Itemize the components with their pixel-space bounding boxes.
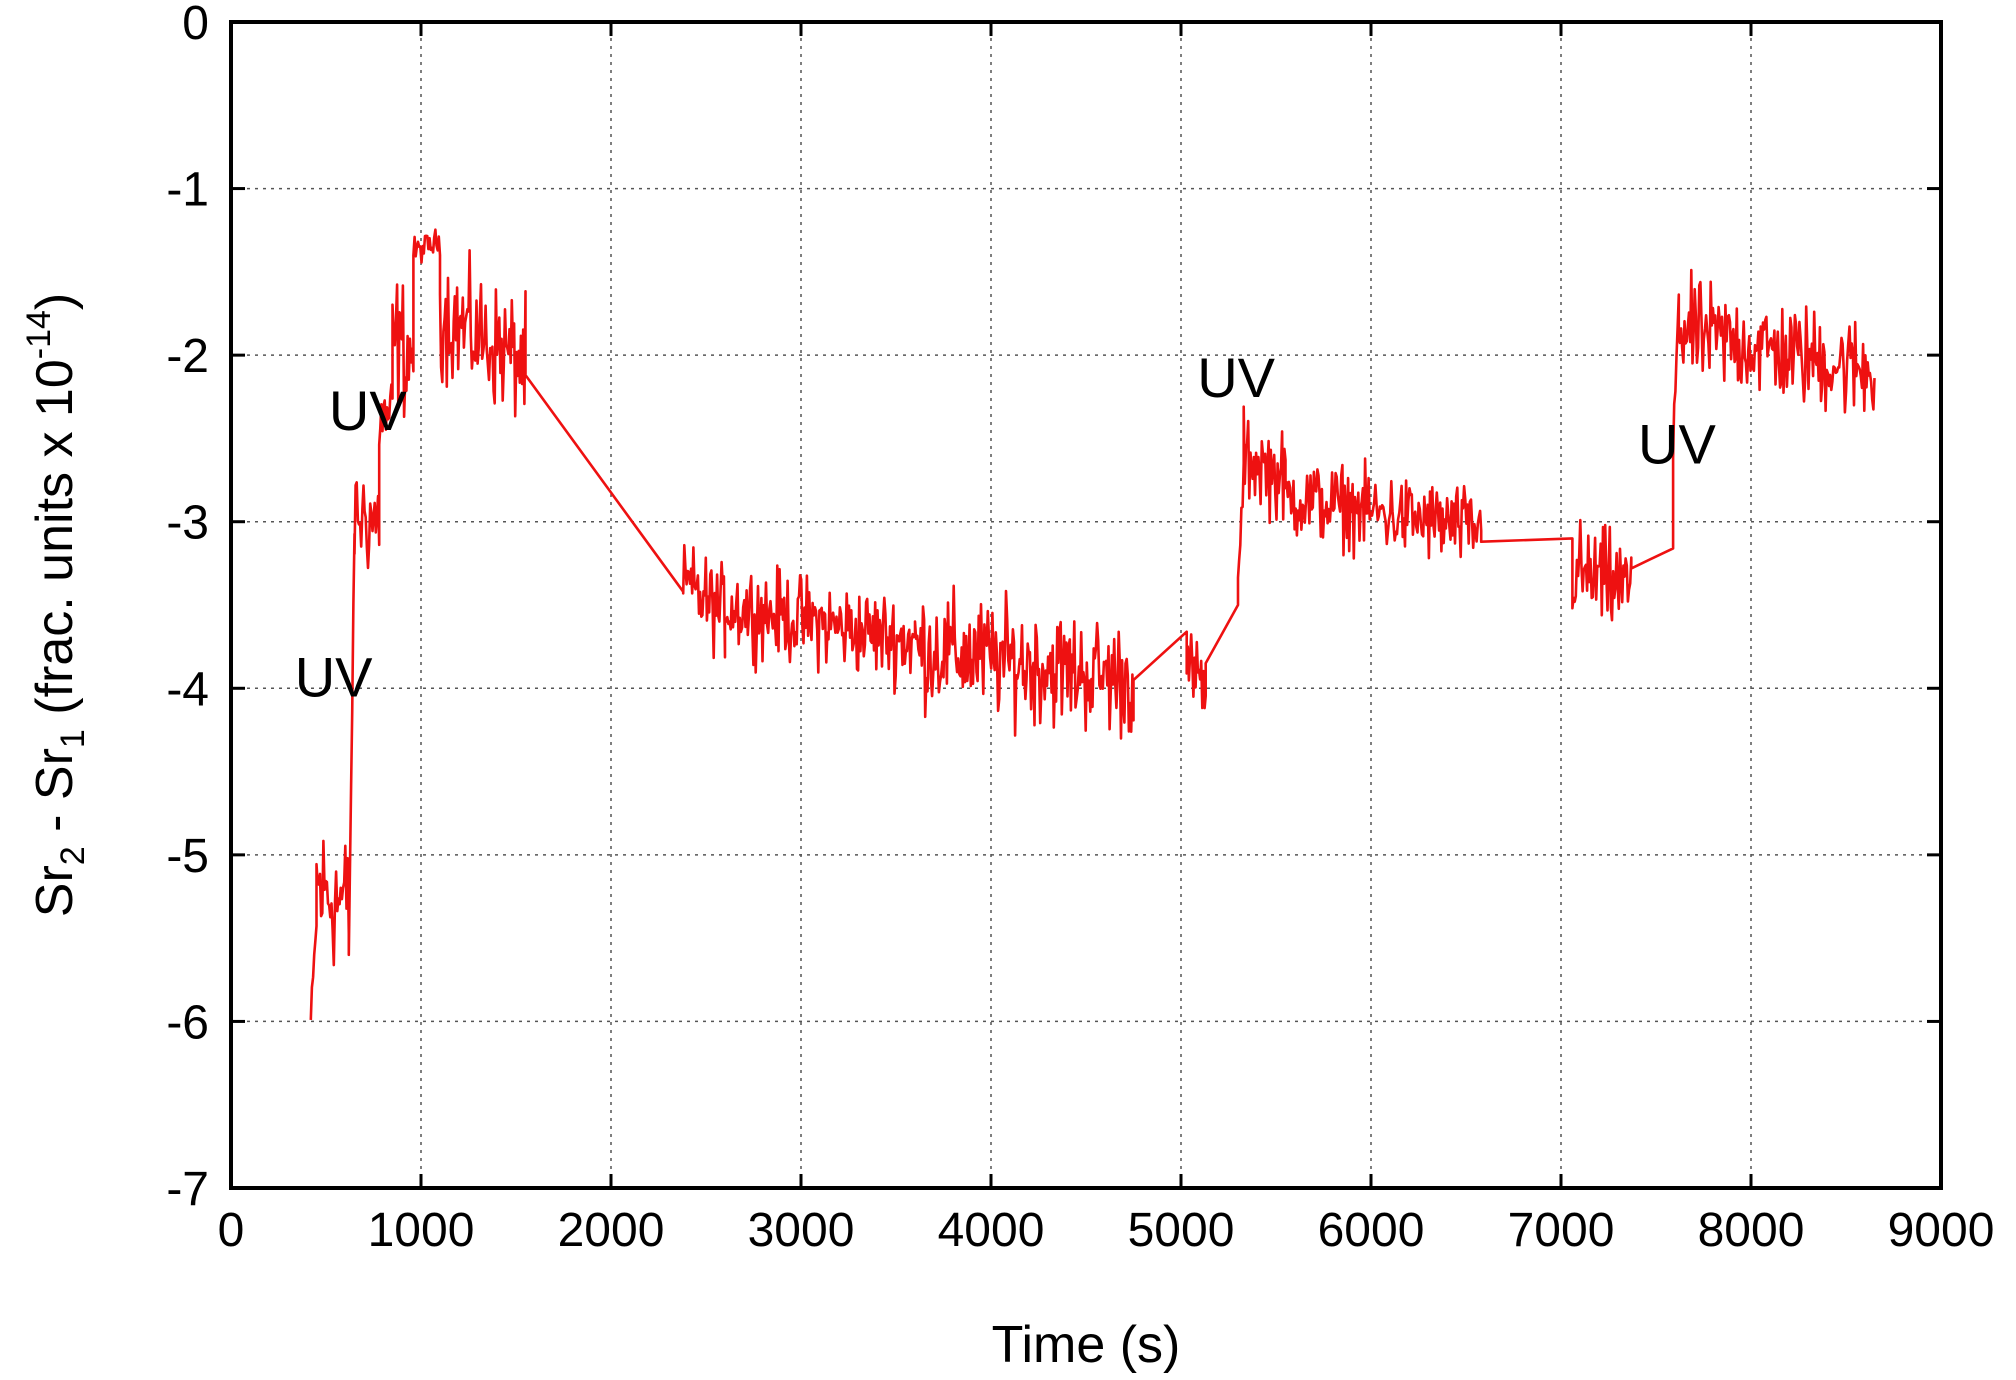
- plot-frame: [229, 20, 1943, 1190]
- x-tick-label: 8000: [1698, 1204, 1805, 1257]
- x-tick-label: 6000: [1318, 1204, 1425, 1257]
- y-tick-label: -3: [166, 497, 209, 550]
- grid-lines: [231, 22, 1941, 1188]
- x-tick-label: 7000: [1508, 1204, 1615, 1257]
- plot-area: [309, 228, 1876, 1020]
- y-tick-label: -1: [166, 164, 209, 217]
- x-tick-label: 2000: [558, 1204, 665, 1257]
- y-tick-label: -6: [166, 996, 209, 1049]
- x-axis-label: Time (s): [992, 1316, 1181, 1374]
- y-tick-label: -2: [166, 330, 209, 383]
- x-tick-label: 3000: [748, 1204, 855, 1257]
- y-axis-label: Sr2 - Sr1 (frac. units x 10-14): [20, 293, 92, 917]
- y-tick-label: 0: [182, 0, 209, 50]
- x-tick-label: 1000: [368, 1204, 475, 1257]
- axis-ticks: 0 1000 2000 3000 4000 5000 6000 7000 8000 9000 0 -1…: [166, 0, 1994, 1257]
- y-tick-label: -4: [166, 663, 209, 716]
- series-line: [309, 228, 1876, 1020]
- y-tick-label: -5: [166, 830, 209, 883]
- x-tick-label: 4000: [938, 1204, 1045, 1257]
- x-tick-label: 5000: [1128, 1204, 1235, 1257]
- y-tick-label: -7: [166, 1163, 209, 1216]
- uv-annotation: UV: [1197, 346, 1275, 409]
- x-tick-label: 9000: [1888, 1204, 1995, 1257]
- x-tick-label: 0: [218, 1204, 245, 1257]
- uv-annotation: UV: [295, 646, 373, 709]
- uv-annotation: UV: [1638, 412, 1716, 475]
- annotations: UV UV UV UV: [295, 346, 1717, 709]
- uv-annotation: UV: [329, 379, 407, 442]
